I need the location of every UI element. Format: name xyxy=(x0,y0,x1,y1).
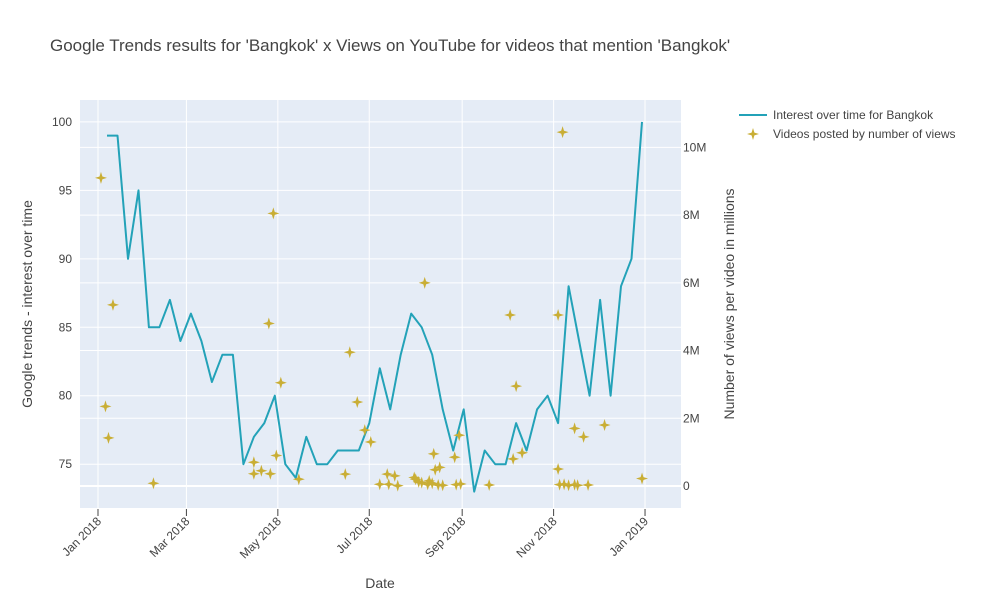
y-tick-label: 80 xyxy=(59,389,73,403)
scatter-point[interactable] xyxy=(423,474,436,487)
y-tick-label: 100 xyxy=(52,115,72,129)
legend[interactable]: Interest over time for Bangkok Videos po… xyxy=(739,108,956,141)
legend-item-scatter-label[interactable]: Videos posted by number of views xyxy=(773,127,956,141)
scatter-point[interactable] xyxy=(636,472,649,485)
scatter-point[interactable] xyxy=(429,463,442,476)
y-axis-title: Google trends - interest over time xyxy=(19,200,35,408)
scatter-point[interactable] xyxy=(552,463,565,476)
y2-tick-label: 2M xyxy=(683,411,700,425)
scatter-point[interactable] xyxy=(292,473,305,486)
scatter-point[interactable] xyxy=(582,478,595,491)
scatter-point[interactable] xyxy=(421,478,434,491)
scatter-point[interactable] xyxy=(343,346,356,359)
scatter-point[interactable] xyxy=(418,276,431,289)
scatter-point[interactable] xyxy=(388,469,401,482)
scatter-point[interactable] xyxy=(255,464,268,477)
y2-tick-label: 6M xyxy=(683,276,700,290)
scatter-point[interactable] xyxy=(558,478,571,491)
y2-tick-label: 10M xyxy=(683,140,706,154)
scatter-point[interactable] xyxy=(381,468,394,481)
scatter-point[interactable] xyxy=(450,478,463,491)
chart-title: Google Trends results for 'Bangkok' x Vi… xyxy=(50,36,730,55)
scatter-point[interactable] xyxy=(409,473,422,486)
y2-axis-title: Number of views per video in millions xyxy=(721,188,737,419)
y2-tick-label: 4M xyxy=(683,344,700,358)
scatter-point[interactable] xyxy=(267,207,280,220)
x-tick-label: Nov 2018 xyxy=(514,514,560,560)
scatter-point[interactable] xyxy=(433,461,446,474)
x-tick-label: Mar 2018 xyxy=(147,514,193,560)
scatter-point[interactable] xyxy=(598,419,611,432)
scatter-point[interactable] xyxy=(351,396,364,409)
line-series xyxy=(107,121,643,493)
scatter-point[interactable] xyxy=(247,467,260,480)
x-tick-label: Jul 2018 xyxy=(333,514,375,556)
scatter-point[interactable] xyxy=(516,446,529,459)
scatter-point[interactable] xyxy=(453,429,466,442)
scatter-point[interactable] xyxy=(483,478,496,491)
scatter-point[interactable] xyxy=(552,309,565,321)
scatter-point[interactable] xyxy=(562,479,575,492)
scatter-point[interactable] xyxy=(147,477,160,490)
scatter-point[interactable] xyxy=(571,479,584,492)
scatter-point[interactable] xyxy=(382,478,395,491)
scatter-point[interactable] xyxy=(448,451,461,464)
x-axis-title: Date xyxy=(365,575,395,591)
scatter-point[interactable] xyxy=(358,424,371,437)
scatter-point[interactable] xyxy=(102,431,115,444)
y-tick-label: 85 xyxy=(59,320,73,334)
line-series-path[interactable] xyxy=(107,121,643,493)
scatter-point[interactable] xyxy=(408,471,421,484)
scatter-point[interactable] xyxy=(270,449,283,462)
scatter-point[interactable] xyxy=(274,376,287,389)
scatter-series xyxy=(94,126,649,492)
scatter-point[interactable] xyxy=(556,126,569,139)
y2-tick-label: 8M xyxy=(683,208,700,222)
scatter-point[interactable] xyxy=(436,479,449,492)
scatter-point[interactable] xyxy=(264,467,277,480)
x-tick-label: May 2018 xyxy=(237,514,284,561)
x-tick-label: Jan 2018 xyxy=(59,514,104,559)
scatter-point[interactable] xyxy=(507,452,520,465)
scatter-point[interactable] xyxy=(504,309,517,321)
plot-area xyxy=(80,100,681,508)
legend-item-line-label[interactable]: Interest over time for Bangkok xyxy=(773,108,934,122)
y-tick-label: 75 xyxy=(59,457,73,471)
scatter-point[interactable] xyxy=(94,171,107,184)
x-tick-label: Sep 2018 xyxy=(422,514,468,560)
x-axis: Jan 2018 Mar 2018 May 2018 Jul 2018 Sep 2018… xyxy=(59,509,651,561)
scatter-point[interactable] xyxy=(247,456,260,469)
y-axis-right: 0 2M 4M 6M 8M 10M xyxy=(683,140,706,493)
scatter-point[interactable] xyxy=(99,400,112,413)
y2-tick-label: 0 xyxy=(683,479,690,493)
legend-star-swatch xyxy=(747,128,759,140)
grid xyxy=(80,100,681,508)
x-tick-label: Jan 2019 xyxy=(606,514,651,559)
scatter-point[interactable] xyxy=(568,422,581,435)
scatter-point[interactable] xyxy=(577,430,590,443)
y-tick-label: 90 xyxy=(59,252,73,266)
scatter-point[interactable] xyxy=(106,298,119,311)
scatter-point[interactable] xyxy=(262,317,275,330)
y-axis-left: 75 80 85 90 95 100 xyxy=(52,115,72,471)
scatter-point[interactable] xyxy=(373,478,386,491)
scatter-point[interactable] xyxy=(391,479,404,492)
scatter-point[interactable] xyxy=(427,447,440,460)
scatter-point[interactable] xyxy=(454,477,467,490)
scatter-point[interactable] xyxy=(426,477,439,490)
scatter-point[interactable] xyxy=(364,435,377,448)
scatter-point[interactable] xyxy=(510,380,523,393)
scatter-point[interactable] xyxy=(415,476,428,489)
y-tick-label: 95 xyxy=(59,183,73,197)
scatter-point[interactable] xyxy=(339,468,352,481)
